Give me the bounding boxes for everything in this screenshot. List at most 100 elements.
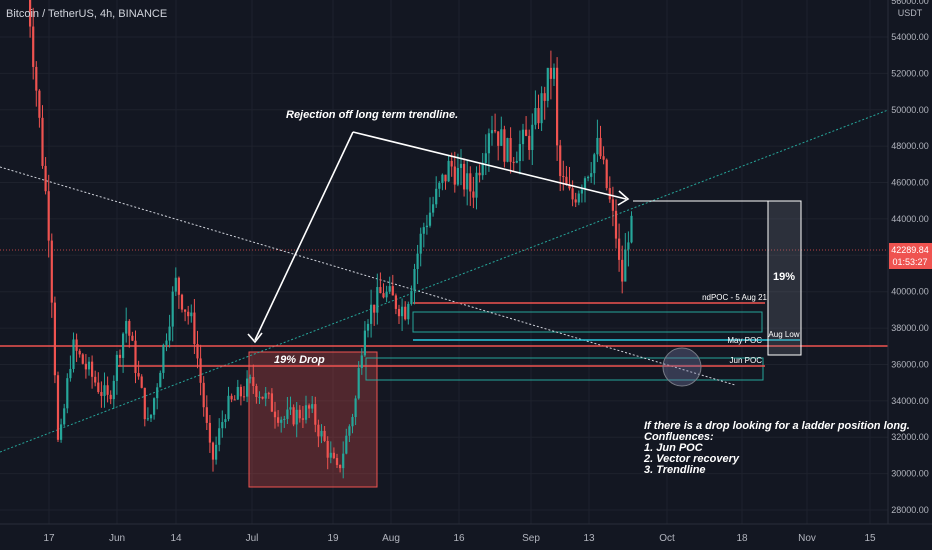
candle-body — [187, 311, 190, 317]
candle-body — [308, 405, 311, 409]
candle-body — [50, 240, 53, 303]
countdown-value: 01:53:27 — [892, 257, 927, 267]
candle-body — [53, 302, 56, 376]
candle-body — [472, 191, 475, 198]
candle-body — [109, 394, 112, 400]
candle-body — [63, 408, 66, 425]
candle-body — [301, 418, 304, 420]
candle-body — [174, 277, 177, 292]
candle-body — [593, 154, 596, 174]
candle-body — [131, 335, 134, 341]
target-circle — [662, 347, 702, 387]
candle-body — [515, 161, 518, 163]
may-poc-label: May POC — [727, 336, 762, 345]
candle-body — [196, 344, 199, 359]
candle-body — [227, 395, 230, 420]
candle-body — [478, 172, 481, 176]
ascending-trendline — [0, 109, 889, 453]
candle-body — [487, 133, 490, 154]
time-tick: 19 — [327, 533, 339, 544]
candle-body — [621, 259, 624, 282]
price-tick: 30000.00 — [891, 469, 929, 479]
candle-body — [286, 409, 289, 419]
candle-body — [351, 417, 354, 427]
candle-body — [270, 393, 273, 412]
current-price-value: 42289.84 — [891, 245, 929, 255]
candle-body — [345, 435, 348, 454]
candle-body — [252, 377, 255, 387]
candle-body — [432, 204, 435, 213]
candle-body — [528, 135, 531, 150]
time-tick: Jul — [246, 533, 259, 544]
candle-body — [531, 124, 534, 150]
candle-body — [236, 386, 239, 400]
price-axis-bg — [888, 0, 932, 550]
candle-body — [283, 418, 286, 420]
candle-body — [190, 312, 193, 317]
price-tick: 50000.00 — [891, 105, 929, 115]
candle-body — [506, 138, 509, 162]
candle-body — [453, 166, 456, 185]
candle-body — [428, 212, 432, 226]
candle-body — [370, 304, 373, 324]
time-tick: Oct — [659, 533, 675, 544]
price-tick: 48000.00 — [891, 141, 929, 151]
candle-body — [329, 452, 332, 458]
candle-body — [202, 382, 205, 408]
time-tick: 17 — [43, 533, 55, 544]
candle-body — [72, 339, 75, 369]
candle-body — [475, 172, 478, 198]
candle-body — [199, 358, 202, 383]
candle-body — [75, 339, 78, 351]
time-tick: Aug — [382, 533, 400, 544]
candle-body — [559, 145, 562, 177]
time-tick: 14 — [170, 533, 182, 544]
candle-body — [376, 287, 379, 313]
candle-body — [590, 173, 593, 177]
candle-body — [304, 405, 308, 420]
candle-body — [565, 176, 568, 185]
candle-body — [435, 188, 438, 205]
candle-body — [568, 184, 571, 189]
candle-body — [494, 130, 497, 132]
candle-body — [410, 290, 413, 304]
time-tick: 16 — [453, 533, 465, 544]
candle-body — [255, 386, 258, 397]
candle-body — [525, 129, 528, 136]
arrow-head-right — [617, 190, 630, 206]
candle-body — [497, 131, 500, 146]
candle-body — [543, 93, 546, 101]
candle-body — [122, 333, 125, 358]
current-price-tag — [889, 243, 932, 269]
candle-body — [289, 407, 292, 410]
candle-body — [391, 286, 394, 296]
candle-body — [208, 422, 211, 443]
price-tick: 38000.00 — [891, 323, 929, 333]
candle-body — [78, 350, 81, 355]
note-line: If there is a drop looking for a ladder … — [644, 420, 910, 432]
candle-body — [149, 414, 153, 419]
candle-body — [143, 387, 146, 420]
candle-body — [249, 377, 252, 379]
candle-body — [103, 385, 106, 396]
candle-body — [463, 163, 466, 190]
candle-body — [521, 129, 525, 145]
candle-body — [134, 340, 137, 374]
candle-body — [466, 173, 469, 190]
candle-body — [242, 396, 246, 398]
candle-body — [630, 215, 633, 243]
candle-body — [447, 160, 450, 182]
arrow-to-trendline — [254, 131, 354, 341]
candle-body — [422, 227, 425, 234]
vector-zone-upper — [412, 311, 763, 333]
candle-body — [599, 137, 602, 157]
candle-body — [490, 130, 494, 134]
candle-body — [38, 90, 41, 118]
candle-body — [326, 440, 329, 458]
candle-body — [332, 452, 335, 459]
candle-body — [416, 253, 419, 269]
note-line: 3. Trendline — [644, 464, 706, 476]
candle-body — [317, 424, 320, 437]
